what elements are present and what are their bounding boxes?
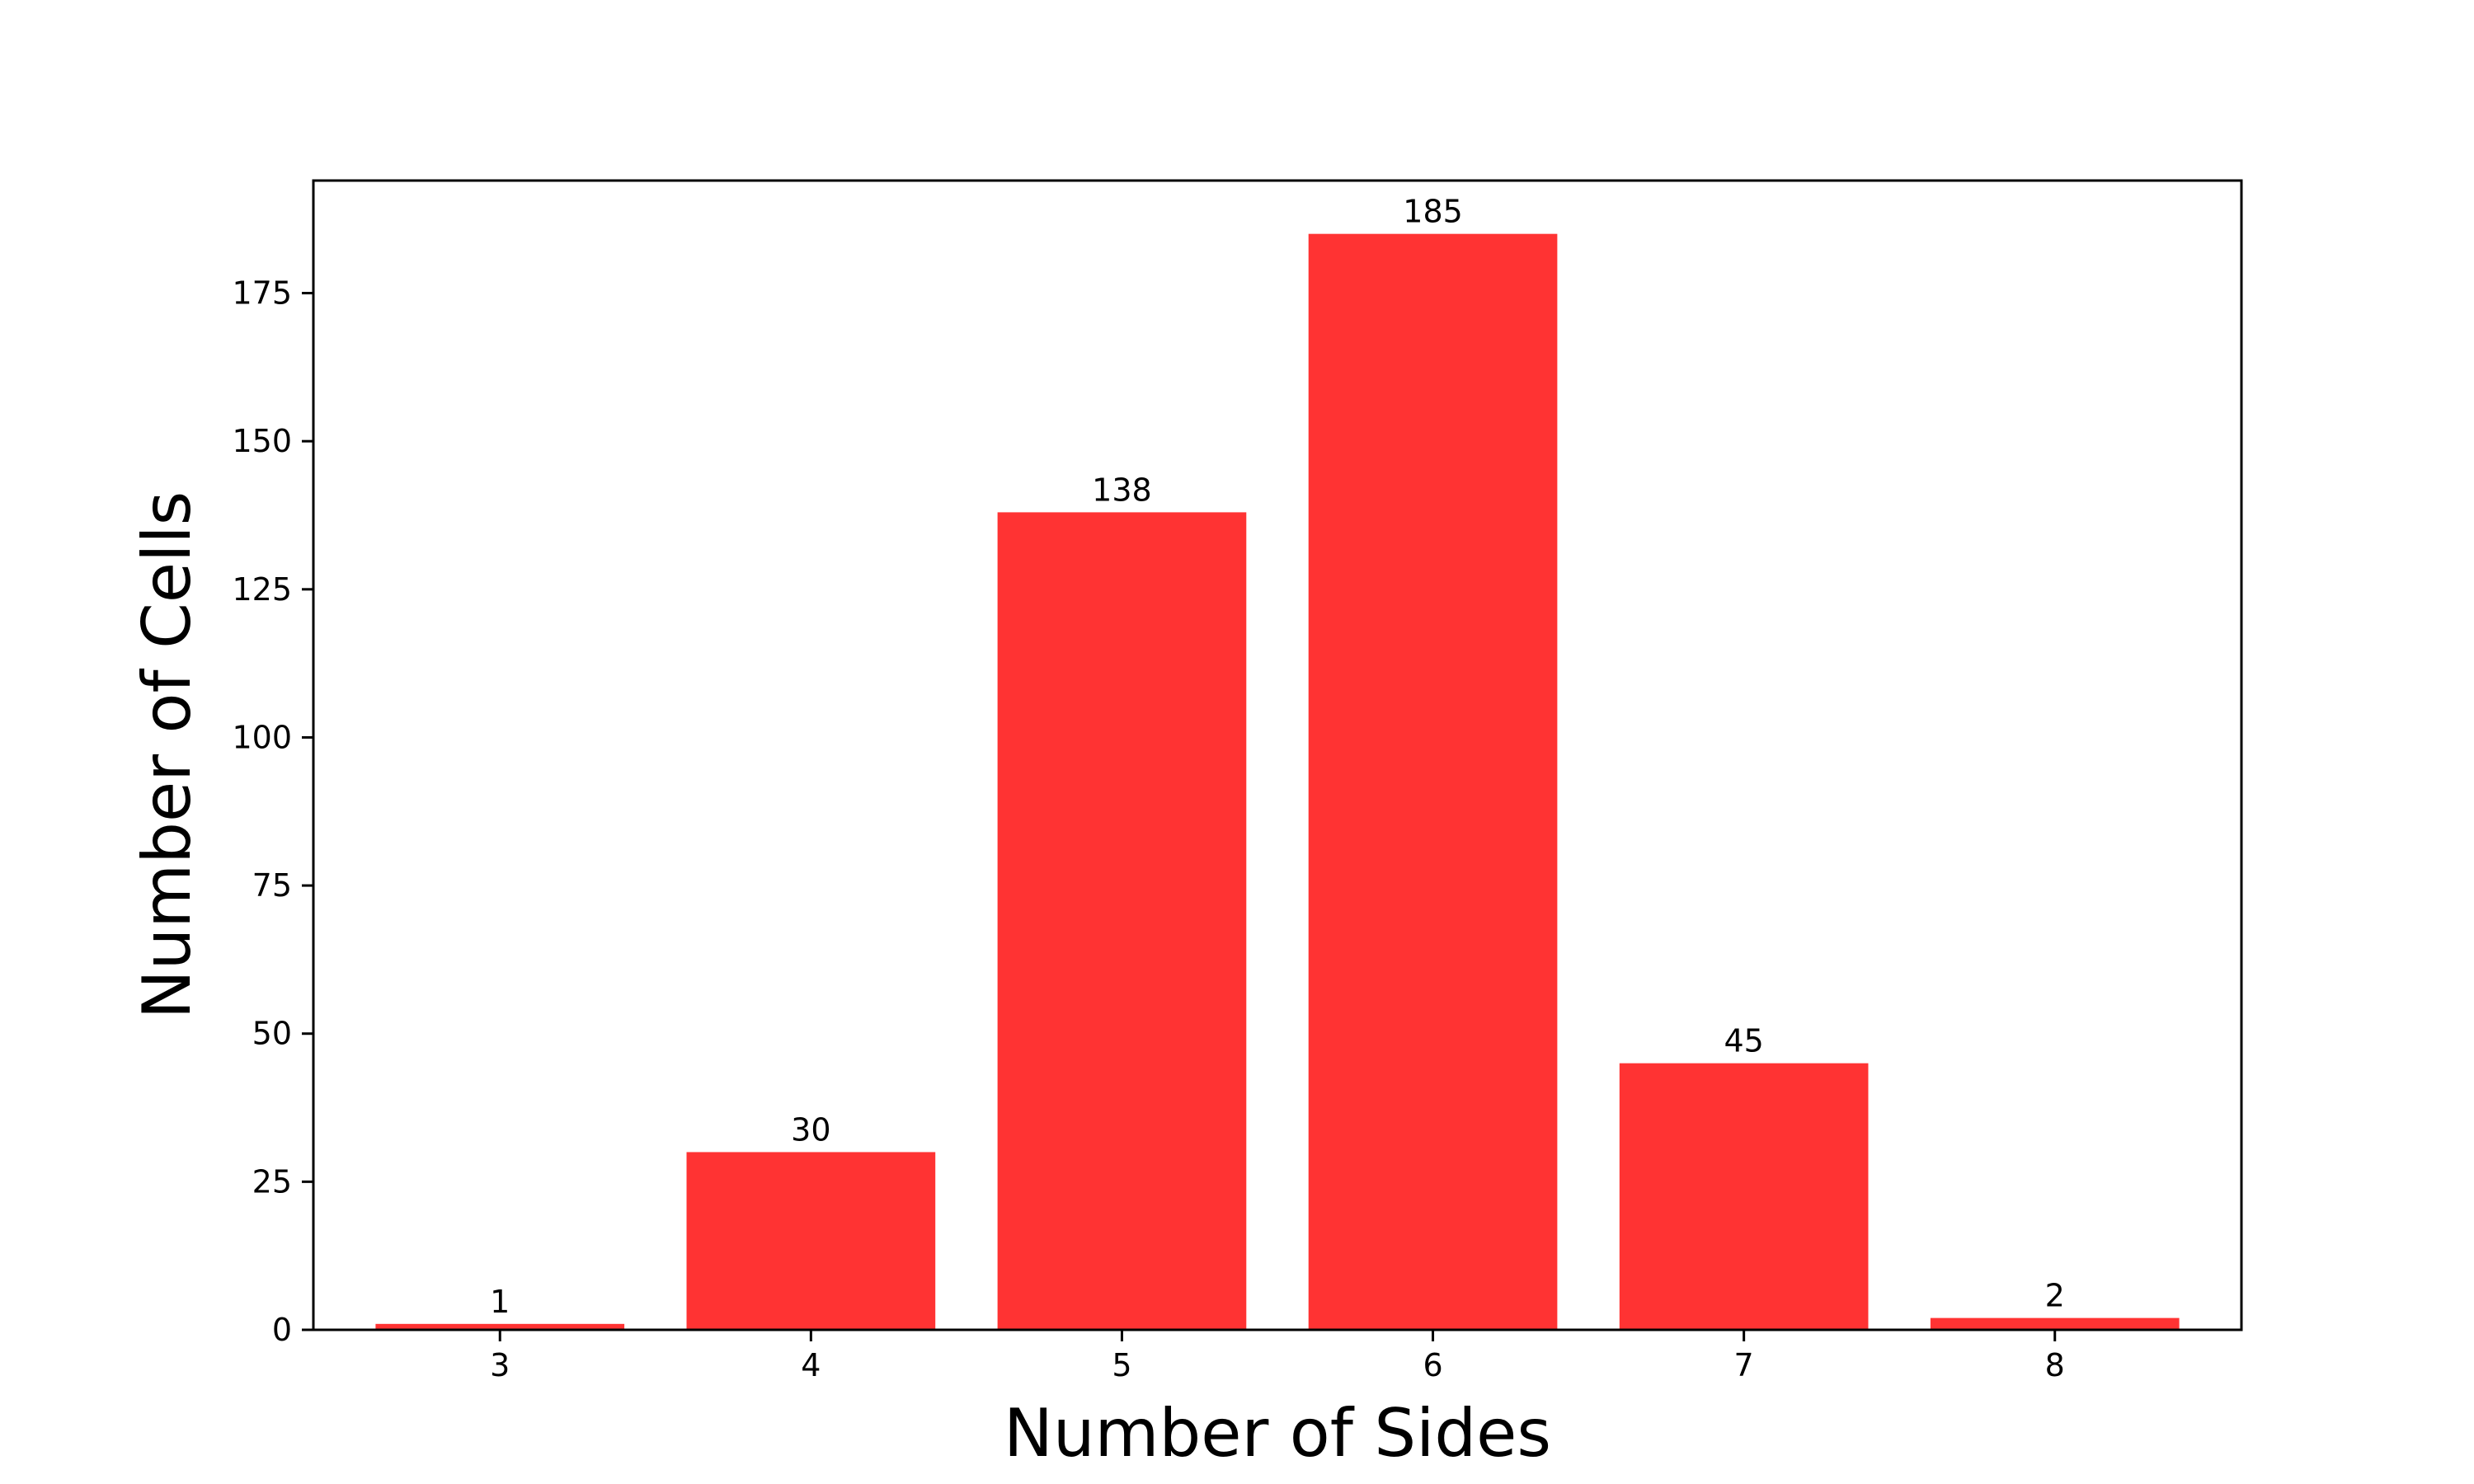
x-tick-label: 5 bbox=[1112, 1347, 1131, 1383]
bar-3 bbox=[375, 1323, 625, 1330]
x-axis-ticks: 3 4 5 6 7 8 bbox=[490, 1330, 2065, 1383]
x-tick-label: 8 bbox=[2045, 1347, 2065, 1383]
data-label-4: 30 bbox=[791, 1111, 830, 1148]
plot-area-frame bbox=[312, 179, 2243, 1331]
y-tick-label: 25 bbox=[252, 1163, 292, 1200]
y-tick-label: 150 bbox=[232, 423, 292, 459]
x-tick-label: 3 bbox=[490, 1347, 510, 1383]
y-tick-label: 175 bbox=[232, 275, 292, 312]
y-tick-label: 125 bbox=[232, 571, 292, 608]
y-tick-label: 50 bbox=[252, 1016, 292, 1052]
x-tick-label: 6 bbox=[1423, 1347, 1442, 1383]
data-label-6: 185 bbox=[1403, 194, 1463, 230]
bar-8 bbox=[1930, 1317, 2180, 1330]
y-axis-ticks: 0 25 50 75 100 125 150 175 bbox=[232, 275, 313, 1348]
data-label-8: 2 bbox=[2045, 1278, 2065, 1314]
x-tick-label: 7 bbox=[1734, 1347, 1754, 1383]
bar-4 bbox=[686, 1152, 936, 1330]
bars-group bbox=[375, 233, 2180, 1330]
bar-7 bbox=[1619, 1063, 1869, 1330]
x-axis-title: Number of Sides bbox=[1004, 1395, 1551, 1472]
data-label-3: 1 bbox=[490, 1284, 510, 1320]
data-label-5: 138 bbox=[1092, 472, 1152, 508]
y-axis-title: Number of Cells bbox=[129, 491, 205, 1020]
data-labels-group: 1 30 138 185 45 2 bbox=[490, 194, 2065, 1320]
x-tick-label: 4 bbox=[801, 1347, 821, 1383]
bar-5 bbox=[997, 512, 1247, 1330]
y-tick-label: 100 bbox=[232, 719, 292, 755]
bar-6 bbox=[1308, 233, 1558, 1330]
y-tick-label: 0 bbox=[272, 1312, 292, 1348]
data-label-7: 45 bbox=[1724, 1023, 1763, 1059]
y-tick-label: 75 bbox=[252, 867, 292, 904]
